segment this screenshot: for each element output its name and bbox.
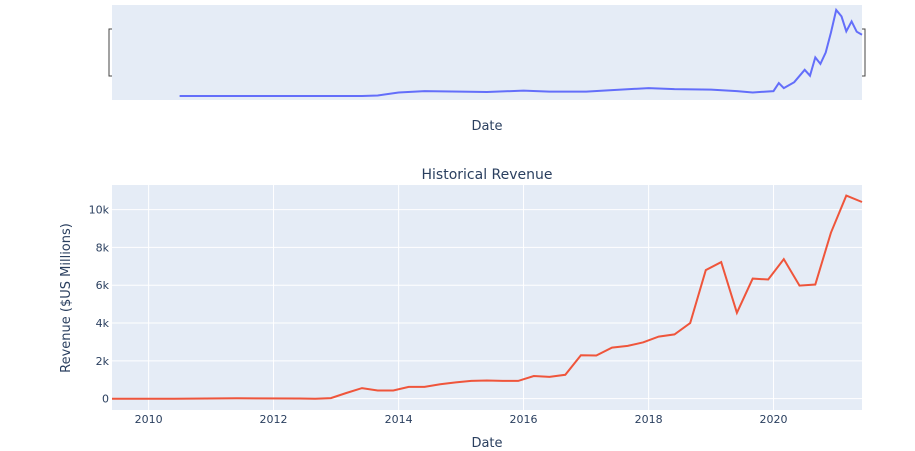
- range-slider[interactable]: [108, 5, 866, 100]
- gridlines: [112, 185, 862, 410]
- chart-title: Historical Revenue: [422, 167, 553, 183]
- y-tick-label: 2k: [96, 355, 110, 368]
- y-axis-ticks: 0 2k 4k 6k 8k 10k: [89, 204, 110, 406]
- y-tick-label: 6k: [96, 279, 110, 292]
- plot-area: [112, 185, 862, 410]
- x-tick-label: 2016: [510, 413, 538, 426]
- x-tick-label: 2010: [135, 413, 163, 426]
- revenue-series-line: [112, 194, 863, 400]
- x-axis-ticks: 2010 2012 2014 2016 2018 2020: [135, 413, 788, 426]
- y-tick-label: 10k: [89, 204, 110, 217]
- x-tick-label: 2018: [635, 413, 663, 426]
- x-tick-label: 2014: [385, 413, 413, 426]
- range-slider-left-handle[interactable]: [108, 28, 112, 77]
- y-tick-label: 0: [102, 393, 109, 406]
- range-slider-x-axis-title: Date: [471, 119, 502, 134]
- x-tick-label: 2012: [260, 413, 288, 426]
- y-axis-title: Revenue ($US Millions): [59, 223, 74, 373]
- range-slider-series-line: [179, 7, 863, 97]
- revenue-points: [111, 195, 863, 399]
- y-tick-label: 4k: [96, 317, 110, 330]
- x-axis-title: Date: [471, 436, 502, 451]
- x-tick-label: 2020: [760, 413, 788, 426]
- range-slider-background: [112, 5, 862, 100]
- y-tick-label: 8k: [96, 241, 110, 254]
- range-slider-right-handle[interactable]: [862, 28, 866, 77]
